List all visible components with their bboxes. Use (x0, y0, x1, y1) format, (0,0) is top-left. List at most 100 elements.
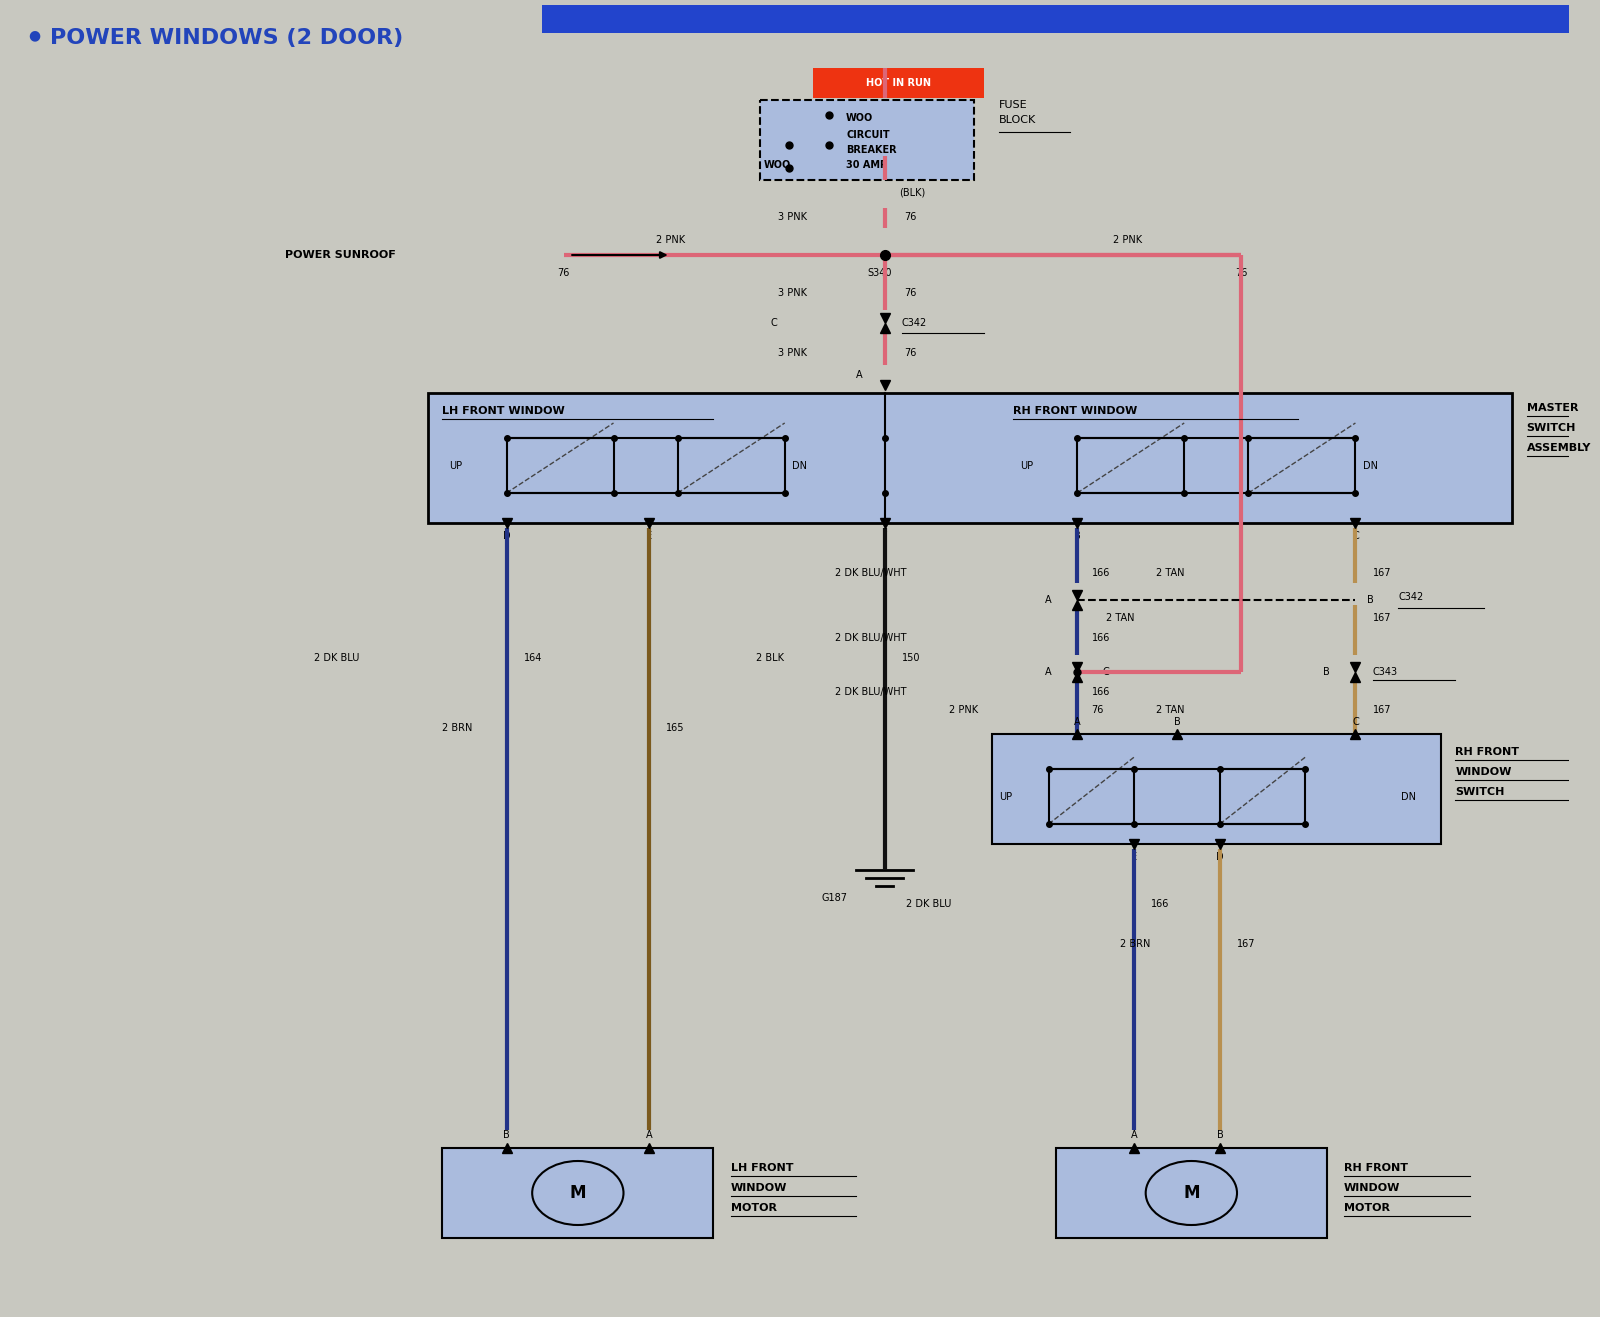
Text: 150: 150 (902, 653, 920, 662)
Text: DN: DN (792, 461, 806, 470)
Text: B: B (1216, 1130, 1224, 1141)
Text: 76: 76 (1235, 267, 1248, 278)
Text: 2 PNK: 2 PNK (656, 234, 685, 245)
Text: CIRCUIT: CIRCUIT (846, 130, 890, 140)
Text: WINDOW: WINDOW (731, 1183, 787, 1193)
Text: 166: 166 (1091, 633, 1110, 643)
Text: E: E (646, 531, 653, 541)
Bar (813, 68, 984, 97)
Text: 2 PNK: 2 PNK (949, 705, 978, 715)
Text: C342: C342 (1398, 593, 1424, 602)
Text: A: A (856, 370, 862, 381)
Text: 164: 164 (523, 653, 542, 662)
Text: 2 BRN: 2 BRN (442, 723, 472, 734)
Text: F: F (882, 531, 888, 541)
Text: 2 DK BLU: 2 DK BLU (314, 653, 360, 662)
Text: 76: 76 (904, 288, 917, 298)
Text: RH FRONT: RH FRONT (1344, 1163, 1408, 1173)
Text: B: B (1323, 666, 1330, 677)
Text: 76: 76 (557, 267, 570, 278)
Text: C: C (1352, 531, 1358, 541)
Text: POWER WINDOWS (2 DOOR): POWER WINDOWS (2 DOOR) (50, 28, 403, 47)
Text: 2 BLK: 2 BLK (757, 653, 784, 662)
Text: E: E (1131, 852, 1138, 863)
Text: B: B (1074, 531, 1080, 541)
Text: 76: 76 (904, 212, 917, 223)
Text: 165: 165 (666, 723, 685, 734)
Text: A: A (1045, 595, 1051, 605)
Text: 76: 76 (904, 348, 917, 358)
Text: BLOCK: BLOCK (998, 115, 1035, 125)
Text: FUSE: FUSE (998, 100, 1027, 111)
Text: 2 PNK: 2 PNK (1114, 234, 1142, 245)
Text: S340: S340 (867, 267, 891, 278)
Text: WINDOW: WINDOW (1344, 1183, 1400, 1193)
Text: M: M (570, 1184, 586, 1202)
Text: B: B (1174, 716, 1181, 727)
Text: WOO: WOO (846, 113, 874, 122)
Text: G187: G187 (822, 893, 848, 903)
Text: SWITCH: SWITCH (1456, 788, 1504, 797)
Text: LH FRONT: LH FRONT (731, 1163, 794, 1173)
Text: ASSEMBLY: ASSEMBLY (1526, 443, 1590, 453)
Bar (429, 392, 1512, 523)
Text: WOO: WOO (763, 159, 790, 170)
Text: MOTOR: MOTOR (1344, 1202, 1390, 1213)
Text: 2 DK BLU/WHT: 2 DK BLU/WHT (835, 568, 906, 578)
Text: SWITCH: SWITCH (1526, 423, 1576, 433)
Text: A: A (1045, 666, 1051, 677)
Bar (1056, 1148, 1326, 1238)
Bar (992, 734, 1442, 844)
Text: 2 BRN: 2 BRN (1120, 939, 1150, 950)
Bar (760, 100, 974, 180)
Text: C: C (1352, 716, 1358, 727)
Circle shape (1146, 1162, 1237, 1225)
Text: B: B (502, 1130, 510, 1141)
Text: DN: DN (1363, 461, 1378, 470)
Text: RH FRONT: RH FRONT (1456, 747, 1520, 757)
Text: A: A (1131, 1130, 1138, 1141)
Bar (542, 5, 1570, 33)
Text: 3 PNK: 3 PNK (778, 348, 806, 358)
Text: 3 PNK: 3 PNK (778, 212, 806, 223)
Text: A: A (646, 1130, 653, 1141)
Text: 76: 76 (1091, 705, 1104, 715)
Text: HOT IN RUN: HOT IN RUN (866, 78, 931, 88)
Text: BREAKER: BREAKER (846, 145, 896, 155)
Text: D: D (502, 531, 510, 541)
Text: WINDOW: WINDOW (1456, 766, 1512, 777)
Text: (BLK): (BLK) (899, 187, 925, 198)
Text: 2 TAN: 2 TAN (1155, 705, 1184, 715)
Text: C: C (1102, 666, 1110, 677)
Text: UP: UP (450, 461, 462, 470)
Text: 30 AMP: 30 AMP (846, 159, 886, 170)
Text: 167: 167 (1373, 705, 1390, 715)
Text: 166: 166 (1152, 900, 1170, 909)
Text: 167: 167 (1373, 612, 1390, 623)
Bar (442, 1148, 714, 1238)
Text: 167: 167 (1373, 568, 1390, 578)
Text: 166: 166 (1091, 568, 1110, 578)
Text: LH FRONT WINDOW: LH FRONT WINDOW (442, 406, 565, 416)
Text: POWER SUNROOF: POWER SUNROOF (285, 250, 397, 259)
Text: ●: ● (29, 28, 40, 42)
Text: 2 DK BLU/WHT: 2 DK BLU/WHT (835, 687, 906, 697)
Text: A: A (1074, 716, 1080, 727)
Text: RH FRONT WINDOW: RH FRONT WINDOW (1013, 406, 1138, 416)
Text: D: D (1216, 852, 1224, 863)
Text: UP: UP (1021, 461, 1034, 470)
Text: 2 DK BLU: 2 DK BLU (906, 900, 952, 909)
Text: C: C (771, 317, 778, 328)
Text: C342: C342 (902, 317, 926, 328)
Circle shape (533, 1162, 624, 1225)
Text: M: M (1182, 1184, 1200, 1202)
Text: UP: UP (998, 792, 1011, 802)
Text: DN: DN (1402, 792, 1416, 802)
Text: B: B (1366, 595, 1373, 605)
Text: 167: 167 (1237, 939, 1256, 950)
Text: 2 TAN: 2 TAN (1155, 568, 1184, 578)
Text: 2 DK BLU/WHT: 2 DK BLU/WHT (835, 633, 906, 643)
Text: 3 PNK: 3 PNK (778, 288, 806, 298)
Text: C343: C343 (1373, 666, 1398, 677)
Text: MOTOR: MOTOR (731, 1202, 776, 1213)
